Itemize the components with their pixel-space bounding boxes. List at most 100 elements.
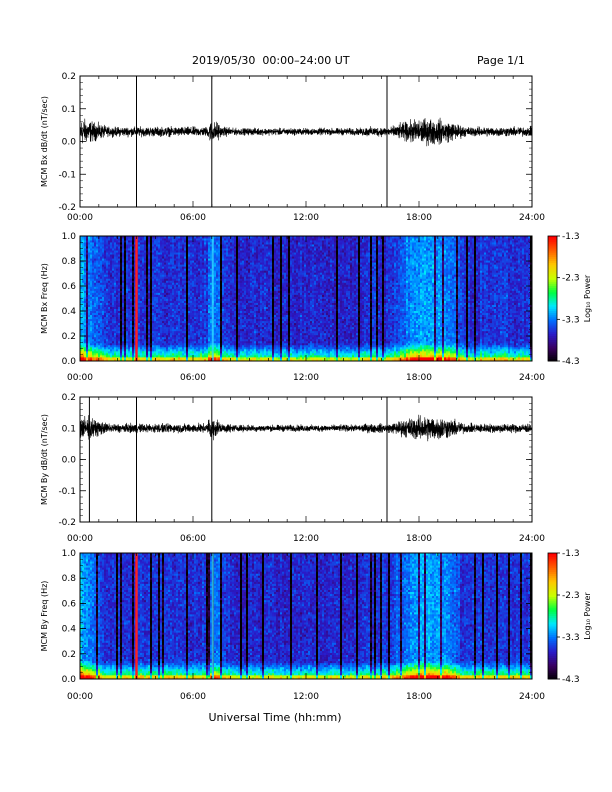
colorbar-step xyxy=(548,668,557,672)
y-tick-label: 1.0 xyxy=(62,232,77,242)
colorbar-step xyxy=(548,674,557,678)
artifact-stripe-2 xyxy=(211,553,214,679)
colorbar-step xyxy=(548,238,557,241)
colorbar-tick-label: -2.3 xyxy=(562,591,580,601)
x-tick-label: 18:00 xyxy=(406,213,432,223)
colorbar-step xyxy=(548,590,557,594)
colorbar-step xyxy=(548,302,557,306)
colorbar-step xyxy=(548,557,557,560)
colorbar-step xyxy=(548,248,557,252)
colorbar-step xyxy=(548,333,557,337)
colorbar-step xyxy=(548,653,557,657)
colorbar-tick-label: -2.3 xyxy=(562,274,580,284)
y-tick-label: -0.2 xyxy=(58,203,76,213)
colorbar-step xyxy=(548,271,557,274)
colorbar-tick-label: -1.3 xyxy=(562,549,580,559)
colorbar-step xyxy=(548,670,557,674)
colorbar-step xyxy=(548,306,557,310)
x-tick-label: 24:00 xyxy=(519,534,545,544)
colorbar-step xyxy=(548,662,557,665)
colorbar-step xyxy=(548,584,557,588)
colorbar-step xyxy=(548,609,557,613)
colorbar-step xyxy=(548,555,557,558)
colorbar-step xyxy=(548,666,557,669)
spectrogram-cells xyxy=(80,553,533,680)
colorbar-step xyxy=(548,267,557,270)
colorbar-step xyxy=(548,325,557,329)
colorbar-step xyxy=(548,599,557,602)
colorbar-step xyxy=(548,660,557,663)
colorbar-step xyxy=(548,313,557,316)
colorbar-step xyxy=(548,580,557,583)
colorbar-step xyxy=(548,354,557,358)
colorbar-step xyxy=(548,304,557,308)
y-axis-label: MCM Bx Freq (Hz) xyxy=(40,263,49,334)
x-tick-label: 00:00 xyxy=(67,373,93,383)
colorbar-frame xyxy=(547,235,558,362)
y-tick-label: -0.2 xyxy=(58,518,76,528)
colorbar-step xyxy=(548,336,557,339)
x-tick-label: 12:00 xyxy=(293,373,319,383)
colorbar-step xyxy=(548,632,557,636)
colorbar-label: Log₁₀ Power xyxy=(583,274,592,322)
colorbar-step xyxy=(548,277,557,281)
colorbar-step xyxy=(548,356,557,360)
x-tick-label: 06:00 xyxy=(180,534,206,544)
plot-frame xyxy=(79,75,533,208)
x-tick-label: 00:00 xyxy=(67,692,93,702)
y-tick-label: 0.0 xyxy=(62,357,77,367)
x-tick-label: 12:00 xyxy=(293,692,319,702)
colorbar-step xyxy=(548,603,557,606)
colorbar-step xyxy=(548,647,557,651)
panel-3: 0.2 0.1 0.0 -0.1 -0.2 00:00 06:00 12:00 18:00 24:… xyxy=(40,393,545,544)
colorbar-step xyxy=(548,246,557,249)
colorbar-step xyxy=(548,273,557,277)
colorbar-step xyxy=(548,620,557,623)
colorbar-step xyxy=(548,298,557,302)
colorbar-step xyxy=(548,263,557,266)
artifact-stripe-1 xyxy=(135,236,138,361)
colorbar-step xyxy=(548,565,557,569)
colorbar-step xyxy=(548,569,557,573)
colorbar-step xyxy=(548,321,557,324)
colorbar-tick-label: -3.3 xyxy=(562,633,580,643)
colorbar-tick-label: -3.3 xyxy=(562,315,580,325)
colorbar-step xyxy=(548,261,557,264)
colorbar-step xyxy=(548,578,557,581)
colorbar-step xyxy=(548,655,557,659)
colorbar-step xyxy=(548,308,557,312)
y-tick-label: 0.2 xyxy=(62,650,76,660)
colorbar-step xyxy=(548,559,557,562)
colorbar-step xyxy=(548,664,557,667)
page-number: Page 1/1 xyxy=(477,54,525,67)
colorbar-step xyxy=(548,624,557,627)
colorbar-step xyxy=(548,672,557,676)
colorbar-step xyxy=(548,240,557,243)
x-tick-label: 12:00 xyxy=(293,534,319,544)
colorbar-step xyxy=(548,242,557,245)
colorbar-step xyxy=(548,634,557,638)
y-tick-label: 0.1 xyxy=(62,424,76,434)
y-axis-label: MCM By Freq (Hz) xyxy=(40,581,49,652)
colorbar-step xyxy=(548,275,557,279)
colorbar-step xyxy=(548,658,557,661)
y-tick-label: 0.6 xyxy=(62,282,77,292)
colorbar-step xyxy=(548,641,557,644)
panel-2: -1.3 -2.3 -3.3 -4.3 Log₁₀ Power 1.0 0.8 0.6 0.4 0… xyxy=(40,232,592,383)
colorbar-step xyxy=(548,338,557,341)
colorbar-step xyxy=(548,300,557,304)
colorbar-step xyxy=(548,317,557,320)
colorbar-step xyxy=(548,613,557,617)
y-tick-label: 0.0 xyxy=(62,456,77,466)
colorbar-step xyxy=(548,630,557,634)
colorbar-step xyxy=(548,331,557,335)
y-tick-label: 0.8 xyxy=(62,574,77,584)
trace-line xyxy=(79,414,533,442)
colorbar-step xyxy=(548,639,557,642)
y-tick-label: 0.6 xyxy=(62,599,77,609)
colorbar-step xyxy=(548,254,557,258)
colorbar-step xyxy=(548,265,557,268)
colorbar-step xyxy=(548,637,557,640)
colorbar-step xyxy=(548,296,557,299)
colorbar-step xyxy=(548,279,557,283)
